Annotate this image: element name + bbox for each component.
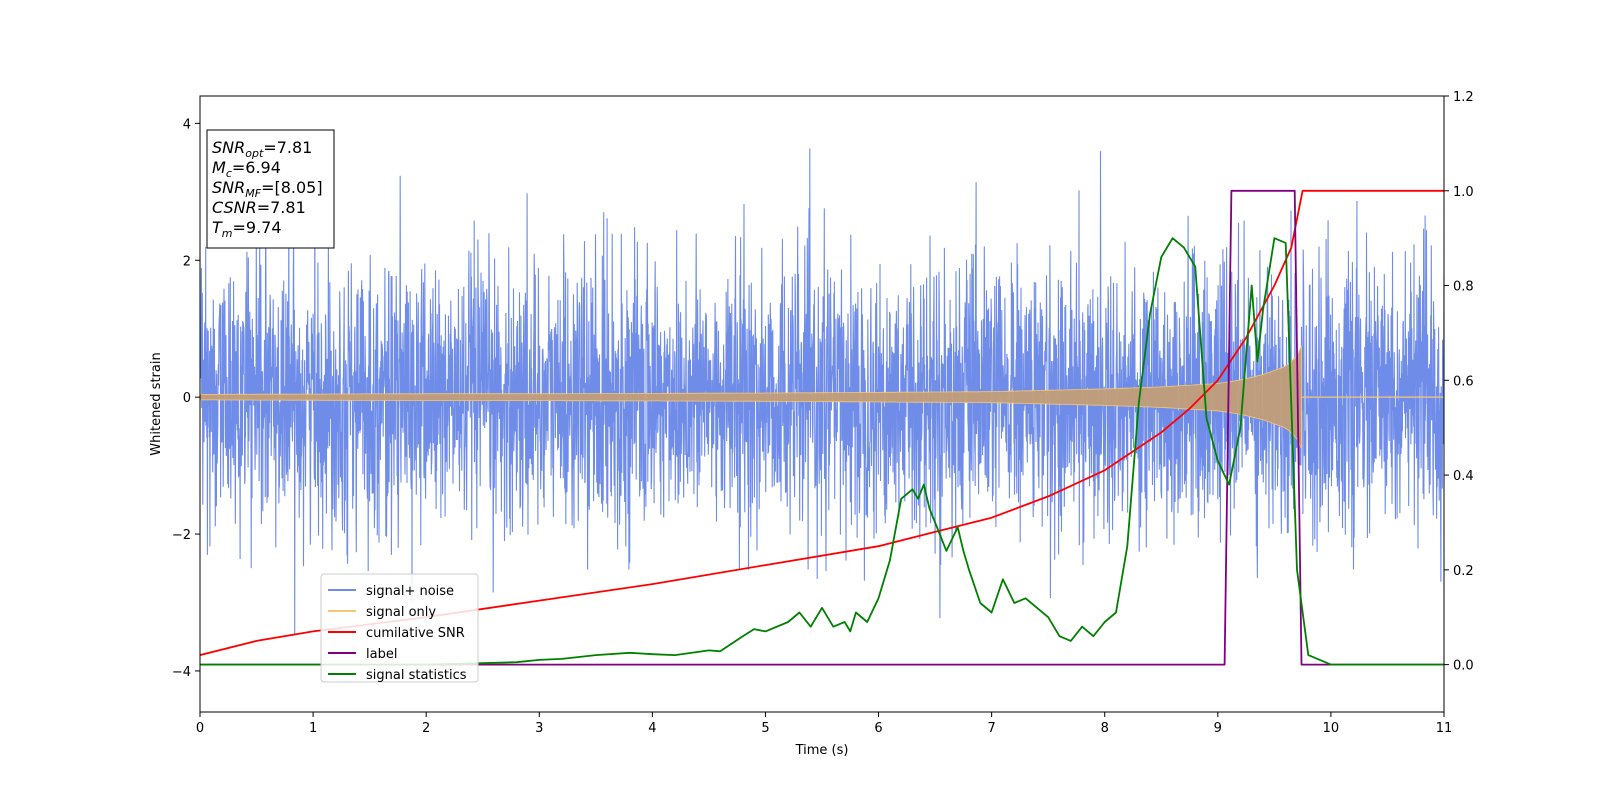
x-tick-label: 3 bbox=[535, 721, 543, 736]
y-tick-label: 2 bbox=[183, 254, 191, 269]
y2-tick-label: 0.4 bbox=[1453, 469, 1474, 484]
x-tick-label: 1 bbox=[309, 721, 317, 736]
x-tick-label: 6 bbox=[874, 721, 882, 736]
signal-only-envelope bbox=[200, 345, 1302, 449]
y2-tick-label: 0.2 bbox=[1453, 564, 1474, 579]
x-tick-label: 10 bbox=[1323, 721, 1340, 736]
x-tick-label: 2 bbox=[422, 721, 430, 736]
y-axis-right: 0.0 0.2 0.4 0.6 0.8 1.0 1.2 bbox=[1444, 90, 1474, 674]
signal-noise-line bbox=[200, 148, 1444, 636]
y-axis-label: Whitened strain bbox=[149, 352, 164, 455]
y-tick-label: 0 bbox=[183, 391, 191, 406]
legend: signal+ noise signal only cumilative SNR la… bbox=[320, 573, 479, 683]
legend-label: label bbox=[366, 647, 397, 662]
label-line bbox=[200, 189, 1444, 666]
y-tick-label: −2 bbox=[172, 528, 191, 543]
y-tick-label: −4 bbox=[172, 665, 191, 680]
y-tick-label: 4 bbox=[183, 117, 191, 132]
signal-only-series bbox=[200, 345, 1444, 449]
y2-tick-label: 0.6 bbox=[1453, 374, 1474, 389]
plot-frame bbox=[199, 95, 1445, 713]
x-tick-label: 9 bbox=[1214, 721, 1222, 736]
signal-statistics-series bbox=[200, 237, 1444, 666]
x-tick-label: 0 bbox=[196, 721, 204, 736]
parameter-line: SNRopt=7.81 bbox=[212, 138, 312, 160]
y2-tick-label: 0.0 bbox=[1453, 659, 1474, 674]
x-tick-label: 5 bbox=[761, 721, 769, 736]
y2-tick-label: 1.0 bbox=[1453, 185, 1474, 200]
parameter-line: Tm=9.74 bbox=[212, 218, 282, 240]
x-tick-label: 7 bbox=[987, 721, 995, 736]
label-series bbox=[200, 189, 1444, 666]
parameter-box: SNRopt=7.81Mc=6.94SNRMF=[8.05]CSNR=7.81T… bbox=[206, 129, 335, 249]
legend-label: signal statistics bbox=[366, 668, 467, 683]
legend-label: cumilative SNR bbox=[366, 626, 465, 641]
x-tick-label: 11 bbox=[1436, 721, 1453, 736]
parameter-line: SNRMF=[8.05] bbox=[212, 178, 323, 200]
parameter-line: Mc=6.94 bbox=[212, 158, 281, 180]
legend-label: signal only bbox=[366, 605, 436, 620]
x-axis: 0 1 2 3 4 5 6 7 8 9 10 11 bbox=[196, 712, 1452, 736]
y2-tick-label: 0.8 bbox=[1453, 280, 1474, 295]
legend-label: signal+ noise bbox=[366, 584, 454, 599]
signal-noise-series bbox=[200, 148, 1444, 636]
y2-tick-label: 1.2 bbox=[1453, 90, 1474, 105]
x-axis-label: Time (s) bbox=[795, 743, 849, 758]
y-axis-left: −4 −2 0 2 4 bbox=[172, 117, 200, 680]
parameter-line: CSNR=7.81 bbox=[212, 198, 306, 217]
signal-statistics-line bbox=[200, 237, 1444, 666]
x-tick-label: 4 bbox=[648, 721, 656, 736]
x-tick-label: 8 bbox=[1101, 721, 1109, 736]
